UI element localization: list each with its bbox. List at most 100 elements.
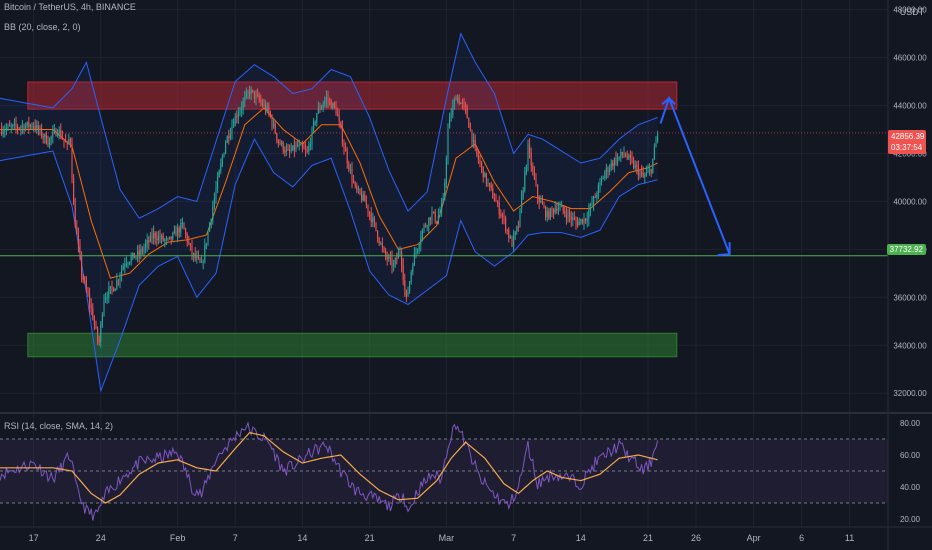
candle-body [473,139,475,142]
time-tick-label: Apr [747,533,761,543]
candle-body [649,169,651,171]
candle-body [570,216,572,220]
candle-body [71,143,73,178]
candle-body [333,103,335,107]
candle-body [253,91,255,99]
candle-body [252,89,254,92]
candle-body [23,125,25,131]
candle-body [213,197,215,207]
candle-body [18,128,20,130]
last-price-tag: 42856.39 03:37:54 [888,130,926,154]
candle-body [607,167,609,173]
candle-body [645,172,647,176]
candle-body [199,258,201,263]
candle-body [583,218,585,224]
candle-body [593,196,595,204]
candle-body [161,235,163,239]
candle-body [241,108,243,111]
candle-body [137,251,139,257]
bb-legend[interactable]: BB (20, close, 2, 0) [4,22,81,32]
candle-body [338,116,340,122]
candle-body [218,170,220,178]
candle-body [524,172,526,191]
candle-body [441,203,443,212]
candle-body [39,128,41,131]
candle-body [625,153,627,157]
rsi-ma-line [0,431,658,504]
candle-body [509,237,511,239]
candle-body [447,128,449,159]
candle-body [90,305,92,309]
rsi-pane[interactable] [0,421,888,521]
candle-body [319,107,321,110]
candle-body [628,155,630,159]
candle-body [514,231,516,236]
candle-body [47,143,49,146]
candle-body [453,99,455,106]
bb-lower-line [0,137,658,393]
candle-body [655,140,657,148]
bb-fill [0,33,658,391]
candle-body [50,136,52,139]
price-tick-label: 34000.00 [893,341,927,350]
candle-body [101,314,103,324]
candle-body [329,100,331,102]
candle-body [569,212,571,217]
candle-body [322,104,324,108]
projection-arrow[interactable] [659,95,731,257]
candle-body [417,249,419,252]
candle-body [356,185,358,190]
candle-body [354,182,356,186]
candle-body [201,262,203,264]
candle-body [589,204,591,211]
candle-body [309,144,311,146]
candle-body [545,207,547,217]
rsi-tick-label: 60.00 [900,451,921,460]
symbol-legend[interactable]: Bitcoin / TetherUS, 4h, BINANCE [4,2,136,12]
candle-body [285,149,287,153]
candle-body [258,95,260,101]
candle-body [196,256,198,259]
candle-body [157,236,159,241]
candle-body [145,244,147,248]
candle-body [394,258,396,265]
candle-body [562,206,564,211]
candle-body [53,129,55,132]
candle-body [463,103,465,105]
time-tick-label: 7 [233,533,238,543]
candle-body [25,125,27,131]
candle-body [305,149,307,151]
candle-body [393,264,395,267]
candle-body [95,324,97,328]
candle-body [370,213,372,222]
candle-body [577,222,579,226]
candle-body [265,104,267,111]
candle-body [306,150,308,152]
candle-body [221,157,223,164]
candle-body [303,147,305,150]
candle-body [293,145,295,151]
candle-body [226,136,228,143]
bb-upper-line [0,32,658,219]
candle-body [348,162,350,170]
candle-body [626,156,628,159]
candle-body [436,221,438,224]
candle-body [357,188,359,190]
rsi-legend[interactable]: RSI (14, close, SMA, 14, 2) [4,421,113,431]
rsi-tick-label: 20.00 [900,515,921,524]
candle-body [140,249,142,255]
candle-body [210,219,212,224]
candle-body [98,339,100,342]
candle-body [465,104,467,108]
candle-body [513,235,515,247]
candle-body [205,243,207,246]
candle-body [117,280,119,282]
candle-body [501,215,503,217]
candle-body [425,225,427,227]
candle-body [143,247,145,252]
candle-body [111,286,113,288]
candle-body [353,180,355,183]
candle-body [450,115,452,117]
candle-body [604,172,606,179]
